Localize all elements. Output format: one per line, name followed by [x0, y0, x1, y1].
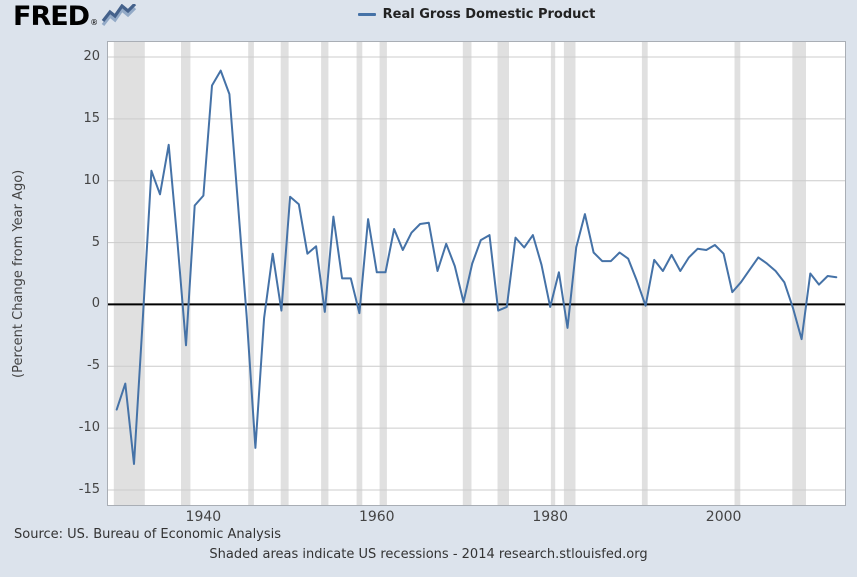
recession-band — [563, 42, 576, 505]
recession-band — [321, 42, 329, 505]
recession-band — [248, 42, 254, 505]
recession-band — [356, 42, 363, 505]
recession-band — [462, 42, 472, 505]
y-tick-label: -15 — [78, 482, 100, 497]
y-tick-label: 5 — [91, 234, 100, 250]
plot-area[interactable] — [107, 41, 846, 506]
recession-band — [734, 42, 741, 505]
legend: Real Gross Domestic Product — [107, 7, 846, 22]
recession-band — [113, 42, 145, 505]
x-tick-label: 2000 — [705, 509, 742, 525]
x-tick-label: 1980 — [532, 509, 568, 525]
y-tick-label: 15 — [83, 110, 100, 126]
legend-label: Real Gross Domestic Product — [382, 7, 596, 22]
recession-note: Shaded areas indicate US recessions - 20… — [209, 547, 648, 562]
gdp-line — [115, 69, 838, 465]
legend-line-swatch — [357, 13, 376, 16]
recession-band — [641, 42, 648, 505]
recession-band — [497, 42, 509, 505]
x-tick-label: 1940 — [185, 509, 222, 525]
recession-band — [550, 42, 556, 505]
y-tick-label: 20 — [83, 49, 100, 64]
fred-logo-squiggle-icon — [101, 4, 137, 26]
y-tick-label: 10 — [83, 172, 100, 188]
y-tick-label: -5 — [87, 358, 100, 374]
recession-band — [792, 42, 806, 505]
chart-canvas[interactable] — [108, 42, 845, 505]
registered-mark: ® — [90, 18, 99, 27]
recession-band — [181, 42, 191, 505]
fred-logo-text: FRED — [13, 1, 90, 32]
y-axis-title: (Percent Change from Year Ago) — [11, 169, 26, 378]
y-tick-label: -10 — [78, 420, 100, 436]
fred-logo[interactable]: FRED ® — [13, 3, 137, 31]
source-text: Source: US. Bureau of Economic Analysis — [14, 527, 282, 542]
x-tick-label: 1960 — [358, 509, 395, 525]
y-tick-label: 0 — [91, 296, 100, 312]
recession-band — [379, 42, 387, 505]
